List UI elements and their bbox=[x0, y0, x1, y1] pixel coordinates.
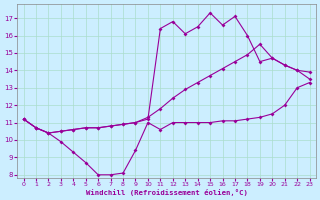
X-axis label: Windchill (Refroidissement éolien,°C): Windchill (Refroidissement éolien,°C) bbox=[86, 189, 248, 196]
